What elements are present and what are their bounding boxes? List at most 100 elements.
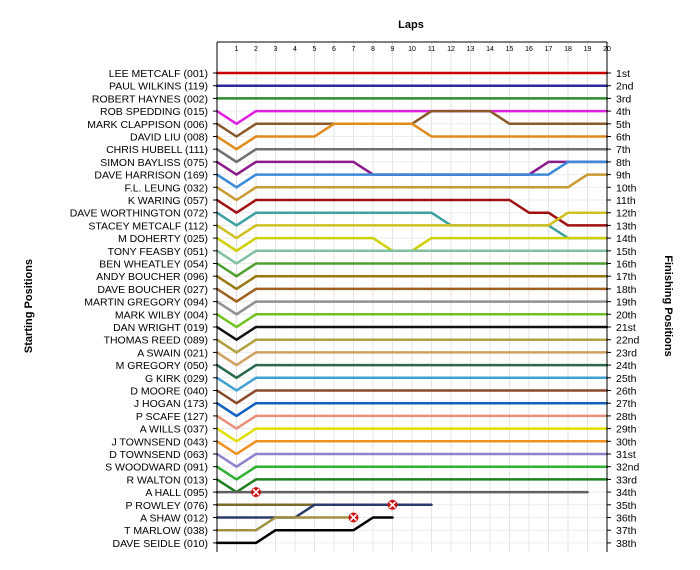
starting-position-label: DAN WRIGHT (019) (113, 322, 208, 334)
starting-position-label: DAVE SEIDLE (010) (112, 538, 208, 550)
starting-position-label: S WOODWARD (091) (105, 462, 208, 474)
starting-position-label: M DOHERTY (025) (118, 233, 208, 245)
series-line (215, 211, 609, 240)
finishing-position-label: 13th (616, 220, 637, 232)
x-tick-label: 14 (486, 46, 494, 53)
finishing-position-label: 16th (616, 259, 637, 271)
finishing-position-label: 5th (616, 119, 631, 131)
series-line (215, 147, 609, 164)
starting-position-label: PAUL WILKINS (119) (109, 81, 208, 93)
starting-position-label: THOMAS REED (089) (104, 335, 208, 347)
finishing-position-label: 35th (616, 500, 637, 512)
x-tick-label: 12 (447, 46, 455, 53)
x-tick-label: 11 (428, 46, 435, 53)
chart-title: Laps (398, 19, 424, 31)
finishing-position-label: 10th (616, 182, 637, 194)
finishing-position-label: 2nd (616, 81, 634, 93)
series-line (215, 516, 394, 545)
series-line (215, 109, 609, 126)
series-line (215, 465, 609, 481)
starting-position-label: ANDY BOUCHER (096) (96, 271, 208, 283)
series-line (215, 300, 609, 316)
retirement-markers (251, 487, 398, 523)
series-line (215, 478, 609, 494)
finishing-position-label: 8th (616, 157, 631, 169)
x-tick-label: 19 (584, 46, 592, 53)
starting-position-label: A WILLS (037) (140, 424, 208, 436)
starting-position-label: M GREGORY (050) (116, 360, 208, 372)
finishing-position-label: 32nd (616, 462, 640, 474)
x-tick-label: 8 (371, 46, 375, 53)
starting-position-label: SIMON BAYLISS (075) (100, 157, 208, 169)
series-line (215, 503, 433, 519)
x-tick-label: 20 (603, 46, 611, 53)
finishing-position-label: 9th (616, 170, 631, 182)
finishing-position-label: 19th (616, 297, 637, 309)
starting-position-label: MARK CLAPPISON (006) (87, 119, 208, 131)
finishing-position-label: 1st (616, 68, 630, 80)
finishing-position-label: 31st (616, 449, 636, 461)
series-line (215, 160, 609, 189)
chart-grid (216, 42, 608, 552)
starting-position-label: DAVE WORTHINGTON (072) (70, 208, 208, 220)
starting-position-label: J HOGAN (173) (134, 398, 208, 410)
finishing-position-label: 21st (616, 322, 636, 334)
finishing-position-label: 26th (616, 386, 637, 398)
finishing-position-label: 17th (616, 271, 637, 283)
finishing-position-label: 34th (616, 487, 637, 499)
series-line (215, 262, 609, 278)
finishing-position-label: 30th (616, 436, 637, 448)
starting-position-label: J TOWNSEND (043) (112, 436, 208, 448)
starting-position-label: MARK WILBY (004) (115, 309, 208, 321)
finishing-position-label: 14th (616, 233, 637, 245)
series-line (215, 173, 609, 202)
retirement-marker-icon (251, 487, 261, 498)
starting-position-label: T MARLOW (038) (124, 525, 208, 537)
starting-position-label: A SHAW (012) (140, 513, 208, 525)
starting-position-label: ROBERT HAYNES (002) (92, 93, 208, 105)
x-tick-label: 10 (408, 46, 416, 53)
starting-position-label: D MOORE (040) (130, 386, 208, 398)
series-line (215, 440, 609, 456)
finishing-position-label: 12th (616, 208, 637, 220)
finishing-position-label: 18th (616, 284, 637, 296)
starting-position-label: P ROWLEY (076) (126, 500, 208, 512)
left-axis-title: Starting Positions (23, 259, 35, 353)
finishing-position-label: 24th (616, 360, 637, 372)
starting-position-label: TONY FEASBY (051) (108, 246, 208, 258)
series-line (215, 401, 609, 418)
finishing-position-label: 37th (616, 525, 637, 537)
finishing-position-label: 27th (616, 398, 637, 410)
x-tick-label: 18 (564, 46, 572, 53)
series-line (215, 427, 609, 443)
starting-position-label: G KIRK (029) (145, 373, 208, 385)
finishing-position-label: 33rd (616, 474, 637, 486)
starting-position-label: A SWAIN (021) (137, 347, 208, 359)
finishing-position-label: 6th (616, 132, 631, 144)
starting-position-label: A HALL (095) (145, 487, 208, 499)
finishing-position-label: 4th (616, 106, 631, 118)
series-line (215, 198, 609, 227)
x-tick-label: 6 (332, 46, 336, 53)
retirement-marker-cross (252, 488, 260, 496)
x-tick-label: 16 (525, 46, 533, 53)
x-tick-label: 2 (254, 46, 258, 53)
finishing-position-label: 11th (616, 195, 636, 207)
series-line (215, 452, 609, 468)
starting-position-label: P SCAFE (127) (136, 411, 208, 423)
series-line (215, 122, 609, 151)
series-line (215, 274, 609, 291)
retirement-marker-cross (349, 513, 358, 522)
retirement-marker-icon (348, 512, 359, 523)
series-line (215, 516, 355, 532)
x-tick-label: 5 (313, 46, 317, 53)
series-line (215, 376, 609, 392)
x-tick-label: 3 (274, 46, 278, 53)
starting-position-label: R WALTON (013) (127, 474, 209, 486)
series-line (215, 313, 609, 329)
series-line (215, 325, 609, 341)
finishing-position-label: 20th (616, 309, 637, 321)
x-tick-label: 9 (391, 46, 395, 53)
